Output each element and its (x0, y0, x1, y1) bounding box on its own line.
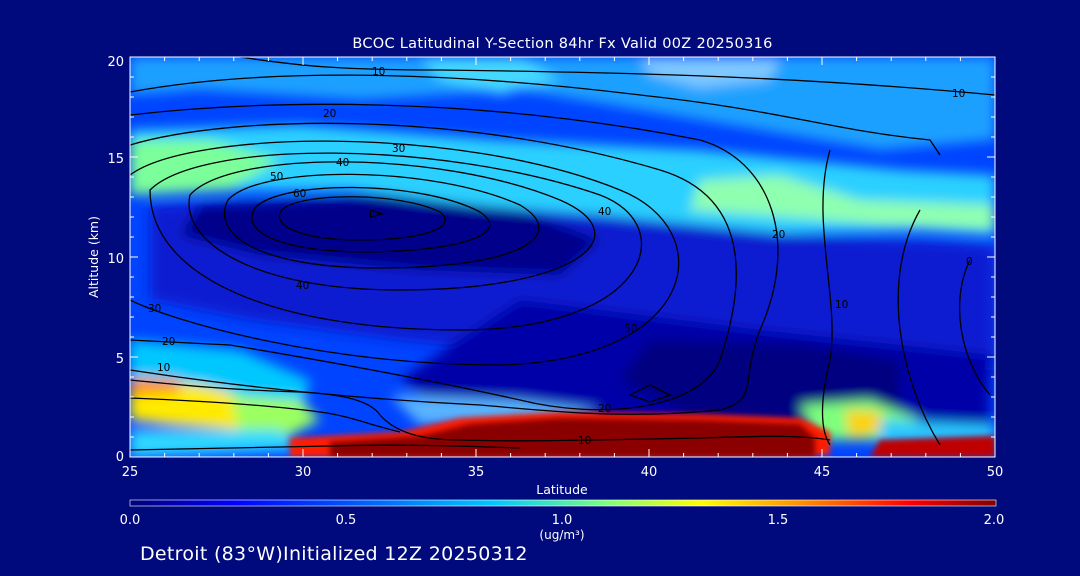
x-axis-label: Latitude (536, 482, 588, 497)
colorbar-tick-label: 0.0 (120, 513, 141, 528)
y-axis-label: Altitude (km) (86, 216, 101, 298)
y-tick-label: 20 (107, 55, 124, 70)
colorbar: 0.0 0.5 1.0 1.5 2.0 (120, 499, 1005, 528)
colorbar-tick-label: 1.0 (552, 513, 573, 528)
x-tick-label: 25 (122, 465, 139, 480)
contour-label: 40 (296, 280, 309, 292)
contour-label: 20 (162, 336, 175, 348)
concentration-field (130, 57, 995, 457)
contour-label: 20 (323, 108, 336, 120)
contour-label: 60 (293, 188, 306, 200)
x-axis (129, 57, 996, 457)
footer-caption: Detroit (83°W)Initialized 12Z 20250312 (140, 543, 528, 565)
colorbar-tick-label: 0.5 (336, 513, 357, 528)
x-tick-label: 50 (987, 465, 1004, 480)
contour-label: 10 (372, 66, 385, 78)
contour-lines (130, 57, 995, 451)
contour-label: 20 (772, 229, 785, 241)
contour-labels: 10 20 30 40 50 60 40 30 20 10 40 50 20 1… (148, 66, 973, 447)
colorbar-tick-label: 1.5 (768, 513, 789, 528)
contour-label: 50 (270, 171, 283, 183)
chart-title: BCOC Latitudinal Y-Section 84hr Fx Valid… (352, 36, 773, 52)
contour-label: 10 (952, 88, 965, 100)
contour-label: 40 (598, 206, 611, 218)
colorbar-units: (ug/m³) (539, 528, 585, 542)
y-tick-label: 0 (116, 450, 124, 465)
contour-label: 10 (578, 435, 591, 447)
colorbar-gradient (129, 499, 997, 507)
x-tick-label: 45 (814, 465, 831, 480)
contour-label: 30 (148, 303, 161, 315)
x-tick-label: 40 (641, 465, 658, 480)
contour-label: 0 (966, 256, 973, 268)
contour-label: 20 (598, 403, 611, 415)
x-tick-label: 35 (468, 465, 485, 480)
contour-label: 10 (835, 299, 848, 311)
y-tick-label: 15 (107, 152, 124, 167)
y-tick-label: 10 (107, 252, 124, 267)
contour-label: 40 (336, 157, 349, 169)
contour-label: 50 (624, 323, 637, 335)
x-tick-label: 30 (295, 465, 312, 480)
contour-label: 30 (392, 143, 405, 155)
y-tick-label: 5 (116, 352, 124, 367)
contour-label: 10 (157, 362, 170, 374)
y-axis (130, 56, 995, 458)
colorbar-tick-label: 2.0 (984, 513, 1005, 528)
